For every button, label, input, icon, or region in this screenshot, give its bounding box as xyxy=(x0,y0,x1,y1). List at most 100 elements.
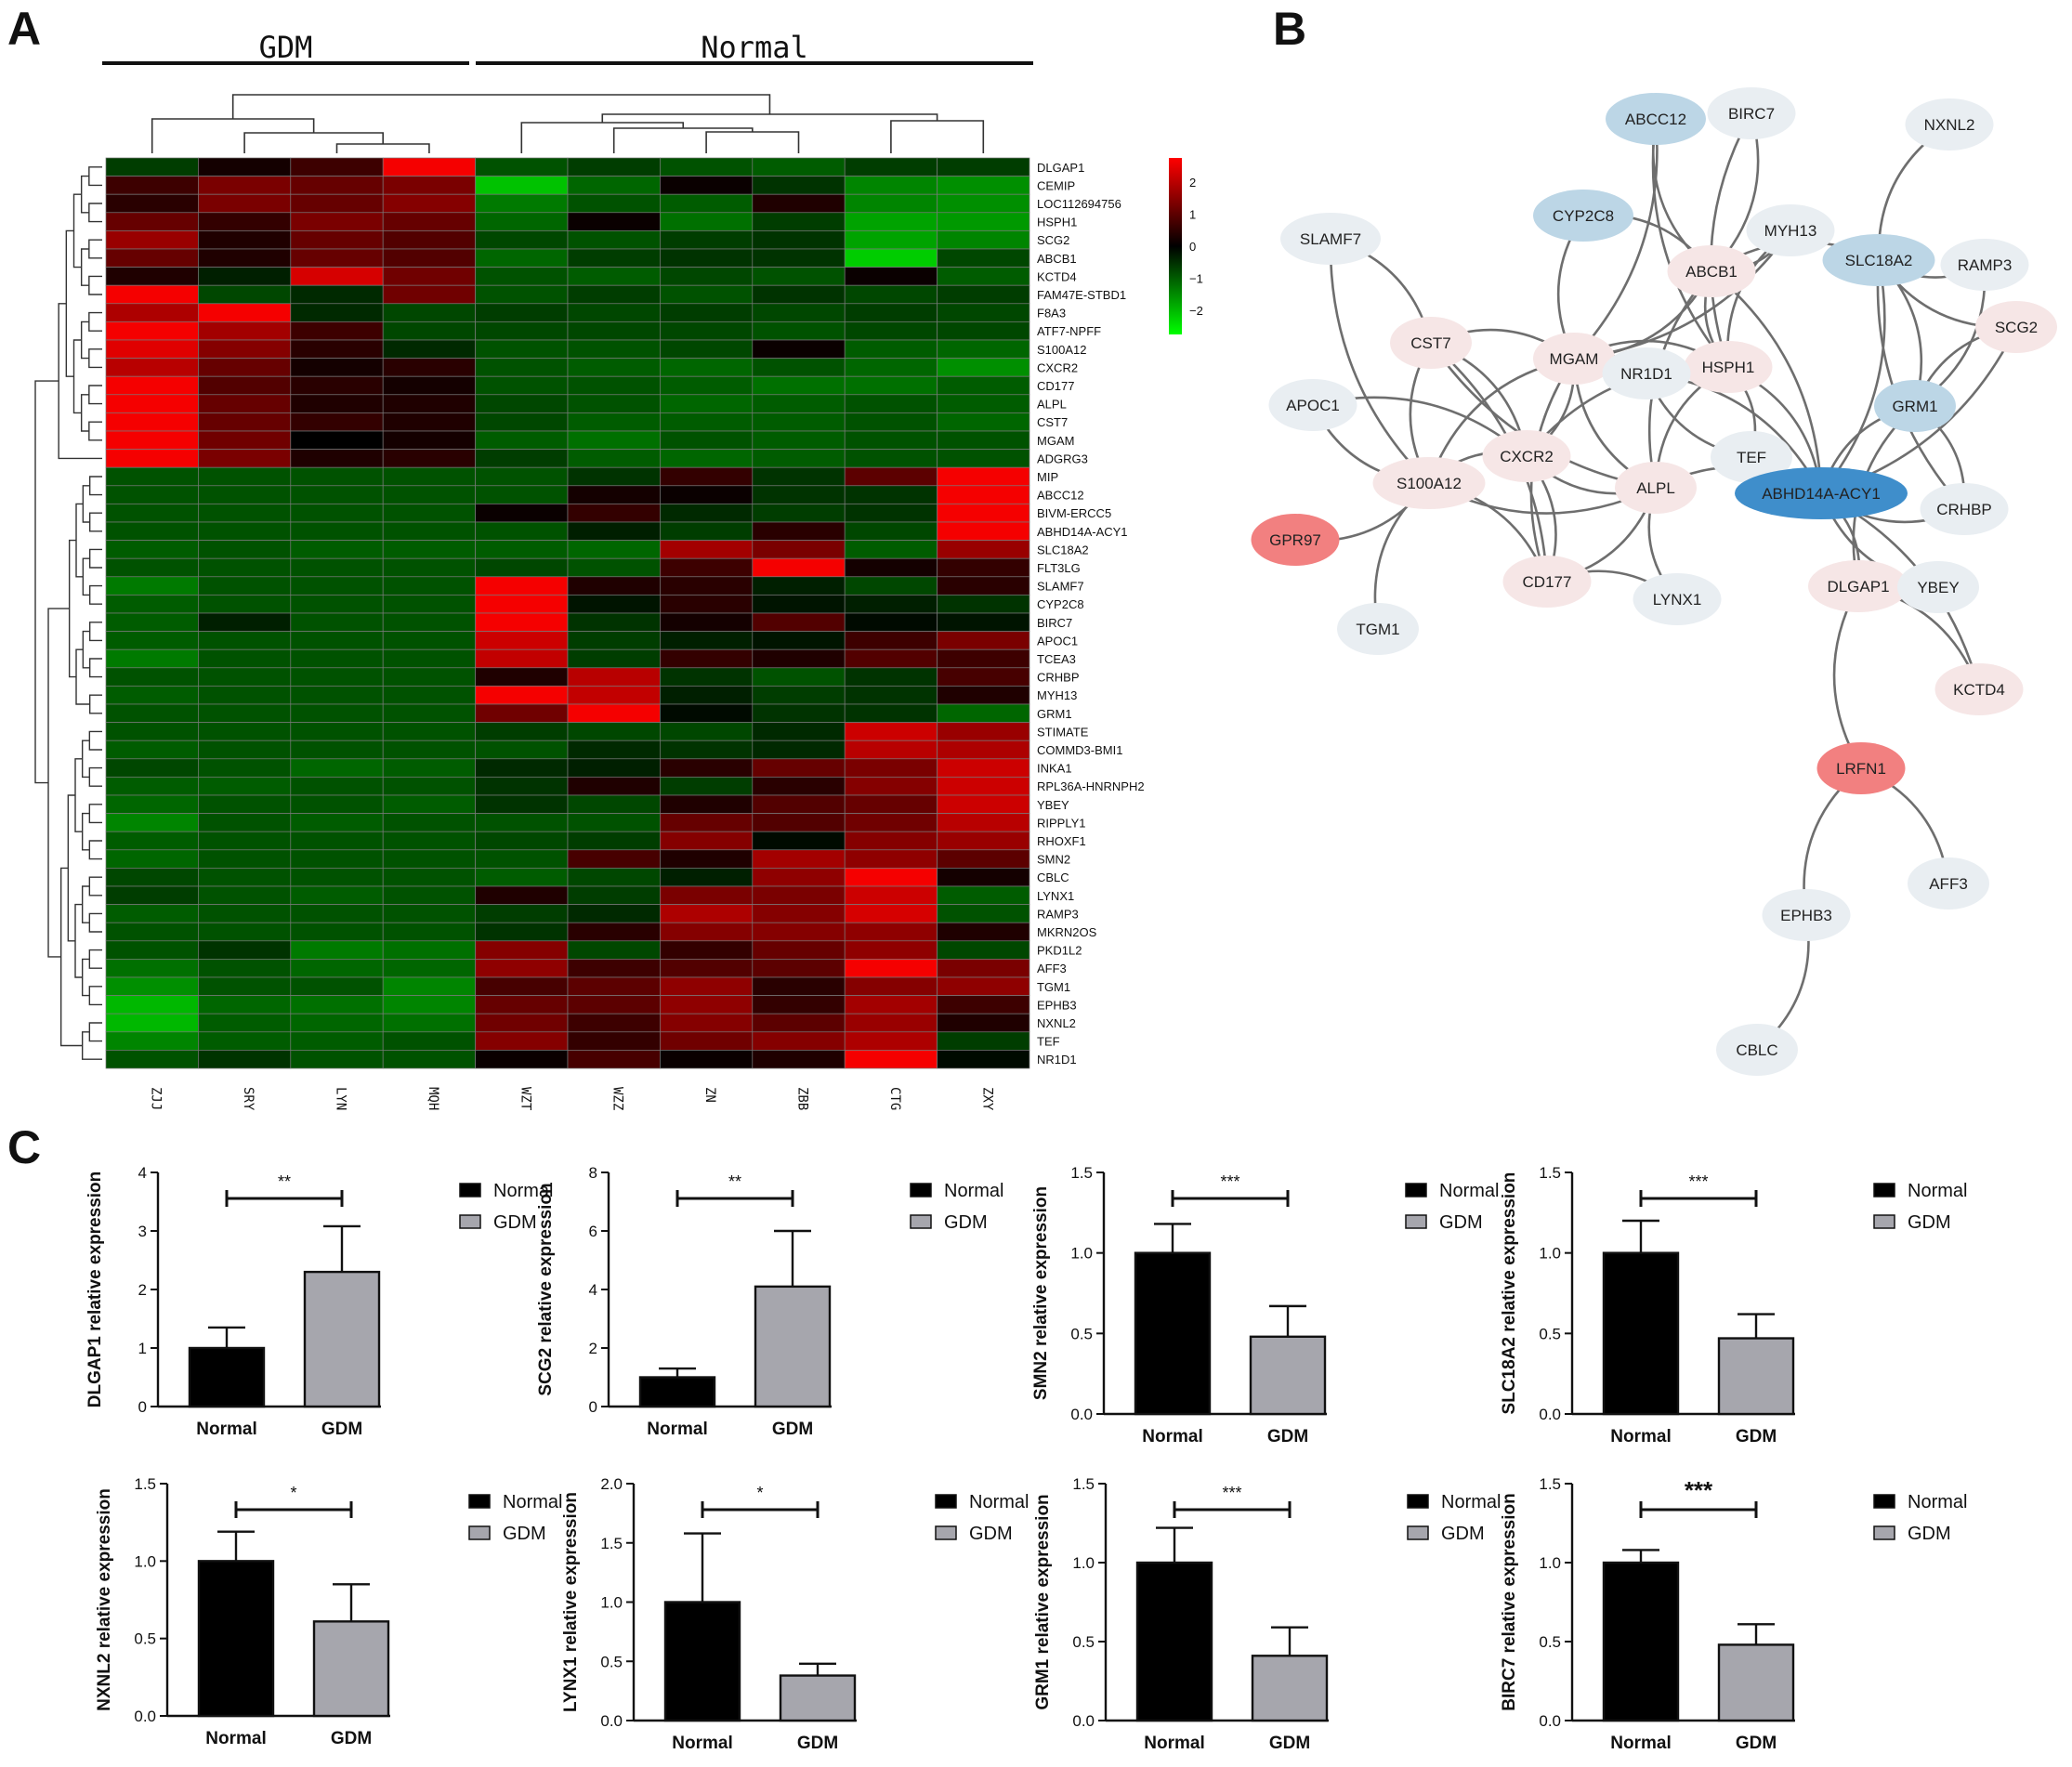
heatmap-cell xyxy=(382,667,476,687)
heatmap-cell xyxy=(198,904,292,923)
heatmap-cell xyxy=(105,686,199,705)
heatmap-cell xyxy=(382,612,476,632)
heatmap-cell xyxy=(752,904,846,923)
heatmap-cell xyxy=(844,1031,938,1051)
heatmap-cell xyxy=(290,485,384,504)
heatmap-cell xyxy=(198,267,292,286)
heatmap-cell xyxy=(660,521,754,541)
heatmap-cell xyxy=(567,521,661,541)
colorbar-tick: 2 xyxy=(1189,176,1196,190)
node-shape xyxy=(1920,483,2009,535)
heatmap-cell xyxy=(198,868,292,887)
heatmap-cell xyxy=(937,375,1030,396)
heatmap-cell xyxy=(567,959,661,978)
heatmap-cell xyxy=(660,504,754,523)
heatmap-cell xyxy=(937,1031,1030,1051)
heatmap-cell xyxy=(752,686,846,705)
heatmap-cell xyxy=(290,922,384,942)
heatmap-cell xyxy=(475,686,569,705)
heatmap-cell xyxy=(660,576,754,596)
heatmap-cell xyxy=(198,339,292,359)
heatmap-cell xyxy=(105,667,199,687)
heatmap-cell xyxy=(198,959,292,978)
heatmap-cell xyxy=(382,868,476,887)
heatmap-cell xyxy=(844,576,938,596)
heatmap-cell xyxy=(475,813,569,832)
heatmap-cell xyxy=(752,230,846,250)
dendrogram-link xyxy=(335,143,430,153)
category-label: GDM xyxy=(1736,1427,1777,1446)
dendrogram-link xyxy=(81,958,90,997)
gene-label: AFF3 xyxy=(1037,962,1067,975)
network-node: ABCB1 xyxy=(1667,245,1756,297)
colorbar-tick: 0 xyxy=(1189,240,1196,254)
gene-label: CST7 xyxy=(1037,415,1068,429)
heatmap-cell xyxy=(752,667,846,687)
heatmap-cell xyxy=(660,667,754,687)
heatmap-cell xyxy=(752,193,846,214)
gene-label: LYNX1 xyxy=(1037,889,1074,903)
dendrogram-link xyxy=(88,622,102,642)
heatmap-cell xyxy=(752,849,846,869)
heatmap-cell xyxy=(752,466,846,487)
y-tick-label: 1.0 xyxy=(1539,1245,1561,1263)
network-node: AFF3 xyxy=(1908,857,1989,910)
significance-label: *** xyxy=(1685,1476,1713,1504)
heatmap-cell xyxy=(752,321,846,341)
heatmap-cell xyxy=(198,885,292,905)
heatmap-cell xyxy=(475,412,569,432)
y-tick-label: 3 xyxy=(138,1223,147,1240)
heatmap-cell xyxy=(105,430,199,450)
panel-label-a: A xyxy=(7,3,41,55)
heatmap-cell xyxy=(382,449,476,468)
node-shape xyxy=(1707,87,1796,139)
heatmap-cell xyxy=(198,794,292,814)
legend-swatch xyxy=(459,1183,481,1198)
heatmap-cell xyxy=(475,557,569,578)
dendrogram-link xyxy=(82,630,90,669)
heatmap-cell xyxy=(844,794,938,814)
heatmap-cell xyxy=(198,576,292,596)
sample-label: ZJJ xyxy=(149,1087,164,1110)
heatmap-cell xyxy=(752,212,846,231)
network-node: LYNX1 xyxy=(1633,573,1722,625)
heatmap-cell xyxy=(937,485,1030,504)
heatmap-cell xyxy=(290,631,384,650)
heatmap-cell xyxy=(475,1031,569,1051)
gene-label: MYH13 xyxy=(1037,688,1077,702)
heatmap-cell xyxy=(198,777,292,796)
heatmap-cell xyxy=(660,612,754,632)
heatmap-cell xyxy=(475,521,569,541)
heatmap-cell xyxy=(290,193,384,214)
heatmap-cell xyxy=(844,612,938,632)
heatmap-cell xyxy=(567,248,661,268)
heatmap-cell xyxy=(475,885,569,905)
heatmap-cell xyxy=(475,157,569,177)
gene-label: SLC18A2 xyxy=(1037,543,1089,556)
y-tick-label: 0.5 xyxy=(1070,1325,1093,1342)
gene-label: LOC112694756 xyxy=(1037,197,1121,211)
gene-label: FLT3LG xyxy=(1037,561,1081,575)
bar xyxy=(1251,1655,1329,1722)
group-label: Normal xyxy=(701,30,808,65)
heatmap-cell xyxy=(290,885,384,905)
y-tick-label: 0 xyxy=(138,1398,147,1416)
gene-label: CEMIP xyxy=(1037,178,1075,192)
dendrogram-link xyxy=(88,1022,102,1042)
heatmap-cell xyxy=(567,358,661,377)
heatmap-cell xyxy=(382,284,476,305)
node-label: SLAMF7 xyxy=(1300,230,1361,248)
node-shape xyxy=(1746,204,1835,256)
category-label: GDM xyxy=(772,1420,813,1439)
y-tick-label: 0.5 xyxy=(1072,1633,1095,1651)
heatmap-cell xyxy=(844,193,938,214)
y-axis-label: DLGAP1 relative expression xyxy=(85,1171,105,1408)
heatmap-cell xyxy=(290,722,384,741)
heatmap-cell xyxy=(290,430,384,450)
heatmap-cell xyxy=(844,648,938,669)
gene-label: HSPH1 xyxy=(1037,216,1077,229)
heatmap-cell xyxy=(105,540,199,559)
legend-swatch xyxy=(910,1183,932,1198)
heatmap-cell xyxy=(937,193,1030,214)
node-label: EPHB3 xyxy=(1780,907,1832,924)
